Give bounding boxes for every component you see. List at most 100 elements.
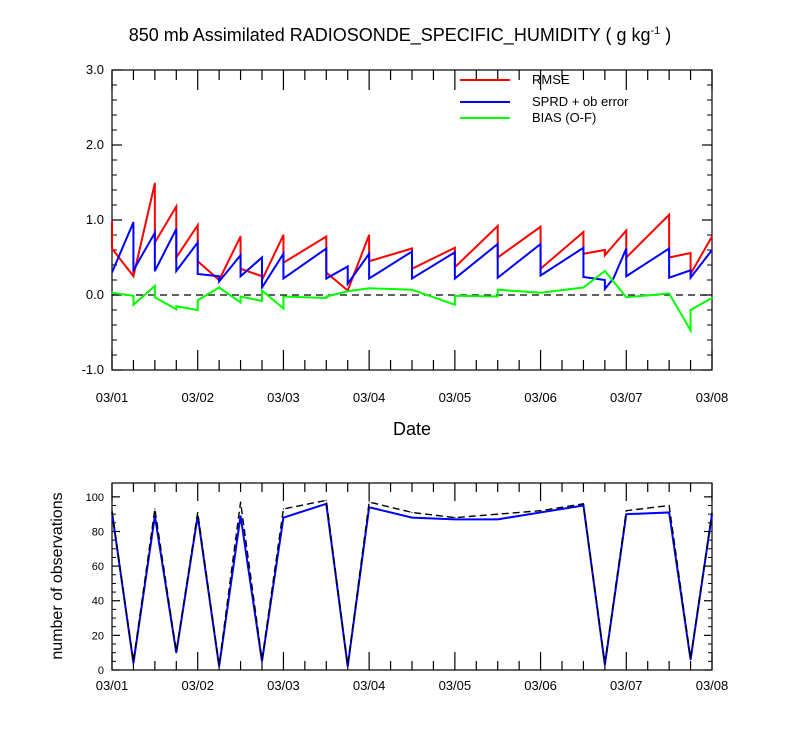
data-point-obs_used xyxy=(218,665,220,668)
data-point-sprd xyxy=(668,247,670,250)
data-point-sprd xyxy=(218,280,220,283)
data-point-bias xyxy=(132,304,135,306)
data-point-rmse xyxy=(111,220,113,223)
data-point-bias xyxy=(239,301,242,304)
data-point-sprd xyxy=(497,277,499,279)
y-tick-label: 2.0 xyxy=(86,137,104,152)
data-point-bias xyxy=(604,270,606,272)
data-point-rmse xyxy=(582,231,585,233)
data-point-sprd xyxy=(454,251,456,253)
data-point-bias xyxy=(454,304,456,306)
data-point-bias xyxy=(454,295,456,297)
data-point-bias xyxy=(668,292,670,295)
data-point-sprd xyxy=(111,271,113,274)
bottom-plot-frame xyxy=(111,482,713,671)
data-point-sprd xyxy=(261,256,263,259)
data-point-sprd xyxy=(454,277,456,280)
y-tick-label: 0.0 xyxy=(86,287,104,302)
x-tick-label: 03/06 xyxy=(524,390,557,405)
data-point-sprd xyxy=(539,274,542,277)
data-point-obs_used xyxy=(497,518,499,520)
data-point-obs_possible xyxy=(625,510,627,512)
x-tick-label: 03/03 xyxy=(267,390,300,405)
data-point-obs_possible xyxy=(454,517,456,519)
data-point-rmse xyxy=(175,205,177,208)
legend-label-bias: BIAS (O-F) xyxy=(532,110,596,125)
chart-title: 850 mb Assimilated RADIOSONDE_SPECIFIC_H… xyxy=(129,25,672,46)
x-tick-label: 03/08 xyxy=(696,678,729,693)
x-tick-label: 03/03 xyxy=(267,678,300,693)
data-point-sprd xyxy=(154,232,156,234)
data-point-obs_possible xyxy=(347,664,349,666)
series-line-rmse xyxy=(111,183,713,293)
data-point-bias xyxy=(689,329,692,331)
data-point-obs_possible xyxy=(668,504,670,507)
data-point-bias xyxy=(689,309,692,311)
series-obs_used xyxy=(111,502,713,668)
x-tick-label: 03/07 xyxy=(610,390,643,405)
data-point-obs_used xyxy=(689,659,692,661)
data-point-sprd xyxy=(668,277,670,279)
y-tick-label: 0 xyxy=(98,665,104,677)
data-point-bias xyxy=(111,292,113,294)
data-point-rmse xyxy=(668,214,670,216)
data-point-rmse xyxy=(368,234,370,236)
series-bias xyxy=(111,269,713,334)
data-point-obs_possible xyxy=(325,499,327,501)
series-sprd xyxy=(111,221,713,292)
data-point-rmse xyxy=(239,235,242,238)
series-line-obs_used xyxy=(111,502,713,667)
data-point-sprd xyxy=(612,277,615,280)
data-point-sprd xyxy=(175,228,177,230)
data-point-sprd xyxy=(411,250,413,253)
data-point-bias xyxy=(368,287,370,289)
data-point-bias xyxy=(497,289,499,291)
data-point-obs_used xyxy=(539,511,542,514)
data-point-rmse xyxy=(197,224,199,226)
data-point-bias xyxy=(282,307,285,310)
data-point-sprd xyxy=(582,247,585,249)
data-point-obs_used xyxy=(604,664,606,666)
series-line-bias xyxy=(111,269,713,334)
series-obs_possible xyxy=(111,499,713,666)
data-point-rmse xyxy=(111,247,113,250)
data-point-obs_used xyxy=(625,513,627,515)
data-point-sprd xyxy=(282,253,285,255)
data-point-sprd xyxy=(347,265,349,268)
x-tick-label: 03/06 xyxy=(524,678,557,693)
data-point-obs_possible xyxy=(239,501,242,503)
data-point-rmse xyxy=(604,249,606,251)
data-point-sprd xyxy=(261,286,263,289)
data-point-obs_possible xyxy=(411,511,413,514)
data-point-sprd xyxy=(711,249,713,251)
data-point-obs_used xyxy=(454,518,456,520)
data-point-obs_possible xyxy=(582,503,585,505)
data-point-rmse xyxy=(282,234,285,236)
data-point-obs_possible xyxy=(368,501,370,503)
bottom-axis-ticks: 0 20 40 60 80 100 03/01 03/02 03/03 03/04 03/05 03/… xyxy=(86,483,729,693)
data-point-obs_possible xyxy=(689,657,692,659)
data-point-rmse xyxy=(132,275,135,277)
legend-label-rmse: RMSE xyxy=(532,72,570,87)
data-point-bias xyxy=(539,292,542,294)
data-point-sprd xyxy=(689,277,692,279)
data-point-bias xyxy=(282,295,285,298)
top-series-group xyxy=(111,182,713,334)
data-point-sprd xyxy=(539,243,542,245)
x-tick-label: 03/02 xyxy=(181,390,214,405)
data-point-sprd xyxy=(325,247,327,250)
data-point-sprd xyxy=(132,269,135,271)
data-point-bias xyxy=(175,305,177,307)
data-point-bias xyxy=(218,286,220,289)
x-tick-label: 03/05 xyxy=(439,390,472,405)
data-point-bias xyxy=(325,295,327,298)
data-point-obs_possible xyxy=(218,664,220,666)
observations-panel: 0 20 40 60 80 100 03/01 03/02 03/03 03/04 03/05 03/… xyxy=(49,482,729,693)
data-point-obs_used xyxy=(282,517,285,519)
data-point-rmse xyxy=(154,182,156,184)
data-point-obs_possible xyxy=(154,508,156,510)
data-point-rmse xyxy=(689,252,692,254)
data-point-bias xyxy=(625,296,627,298)
y-tick-label: 40 xyxy=(92,596,104,608)
